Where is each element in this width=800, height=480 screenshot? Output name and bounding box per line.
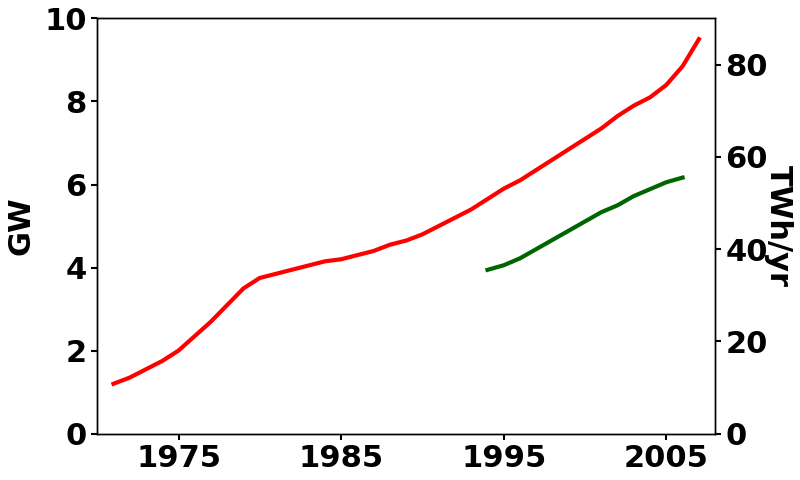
Y-axis label: TWh/yr: TWh/yr xyxy=(764,165,793,287)
Y-axis label: GW: GW xyxy=(7,197,36,255)
